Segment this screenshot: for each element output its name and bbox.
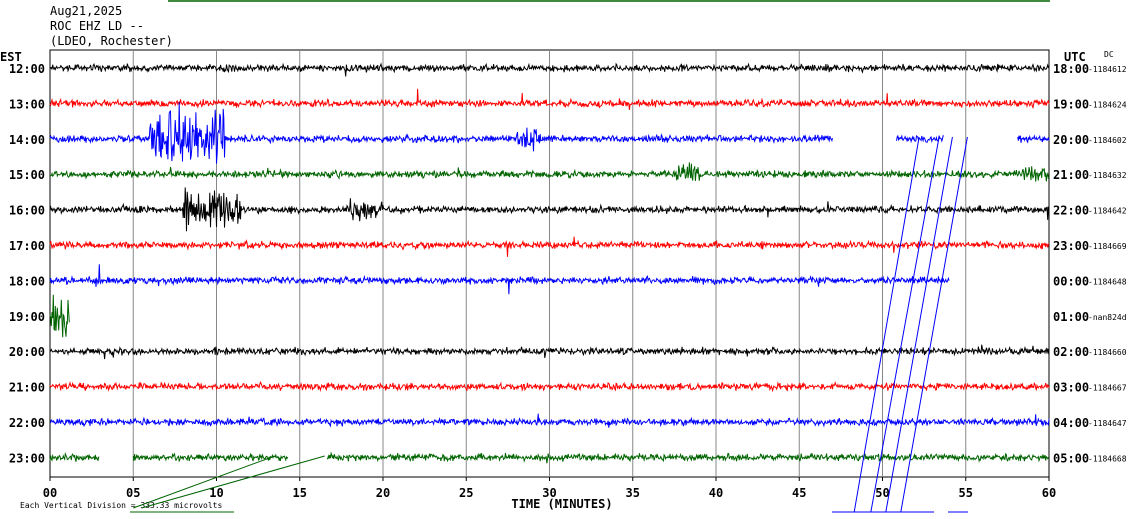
diagonal-marker-line [133,455,275,509]
est-time-label: 18:00 [9,274,45,288]
trace-1400 [49,102,1050,164]
trace-2300 [49,451,1050,464]
utc-time-label: 23:00 [1053,239,1089,253]
trace-1700 [49,236,1050,257]
diagonal-marker-line [885,136,953,513]
diagonal-marker-line [900,136,968,513]
dc-offset-label: -1184642 [1088,207,1127,216]
diagonal-marker-line [870,136,940,513]
trace-1300 [49,88,1050,110]
x-tick-label: 35 [626,486,640,500]
x-tick-label: 50 [875,486,889,500]
dc-offset-label: -1184669 [1088,242,1127,251]
dc-offset-label: -1184660 [1088,348,1127,357]
utc-time-label: 03:00 [1053,381,1089,395]
station-code: ROC EHZ LD -- [50,19,144,33]
utc-time-label: 21:00 [1053,168,1089,182]
network-name: (LDEO, Rochester) [50,34,173,48]
trace-1800 [49,264,950,295]
dc-label: DC [1104,50,1114,59]
utc-time-label: 20:00 [1053,133,1089,147]
trace-2100 [49,380,1050,393]
diagonal-marker-line [141,455,325,509]
utc-axis-label: UTC [1064,50,1086,64]
x-tick-label: 30 [542,486,556,500]
est-time-label: 17:00 [9,239,45,253]
x-tick-label: 10 [209,486,223,500]
x-tick-label: 15 [293,486,307,500]
dc-offset-label: -1184632 [1088,171,1127,180]
x-tick-label: 20 [376,486,390,500]
est-time-label: 19:00 [9,310,45,324]
est-time-label: 20:00 [9,345,45,359]
utc-time-label: 22:00 [1053,204,1089,218]
dc-offset-label: -1184668 [1088,454,1127,463]
trace-1500 [49,162,1050,182]
dc-offset-label: -1184648 [1088,277,1127,286]
est-time-label: 15:00 [9,168,45,182]
dc-offset-label: -1184624 [1088,100,1127,109]
utc-time-label: 02:00 [1053,345,1089,359]
record-date: Aug21,2025 [50,4,123,18]
x-tick-label: 05 [126,486,140,500]
trace-2200 [49,413,1050,428]
diagonal-marker-line [853,136,920,513]
x-tick-label: 40 [709,486,723,500]
dc-offset-label: -1184667 [1088,384,1127,393]
x-tick-label: 00 [43,486,57,500]
est-time-label: 14:00 [9,133,45,147]
x-tick-label: 25 [459,486,473,500]
x-tick-label: 60 [1042,486,1056,500]
trace-1600 [49,187,1050,232]
dc-offset-label: -1184612 [1088,65,1127,74]
est-time-label: 22:00 [9,416,45,430]
est-axis-label: EST [0,50,22,64]
dc-offset-label: -nan824d [1088,313,1127,322]
utc-time-label: 18:00 [1053,62,1089,76]
utc-time-label: 01:00 [1053,310,1089,324]
est-time-label: 13:00 [9,97,45,111]
trace-1900 [49,294,70,338]
est-time-label: 23:00 [9,451,45,465]
utc-time-label: 19:00 [1053,97,1089,111]
est-time-label: 12:00 [9,62,45,76]
dc-offset-label: -1184602 [1088,136,1127,145]
utc-time-label: 05:00 [1053,451,1089,465]
dc-offset-label: -1184647 [1088,419,1127,428]
trace-1200 [49,62,1050,77]
utc-time-label: 04:00 [1053,416,1089,430]
x-tick-label: 45 [792,486,806,500]
x-axis-title: TIME (MINUTES) [511,497,612,511]
est-time-label: 16:00 [9,204,45,218]
scale-note: Each Vertical Division = 333.33 microvol… [20,501,222,510]
est-time-label: 21:00 [9,381,45,395]
x-tick-label: 55 [959,486,973,500]
utc-time-label: 00:00 [1053,274,1089,288]
